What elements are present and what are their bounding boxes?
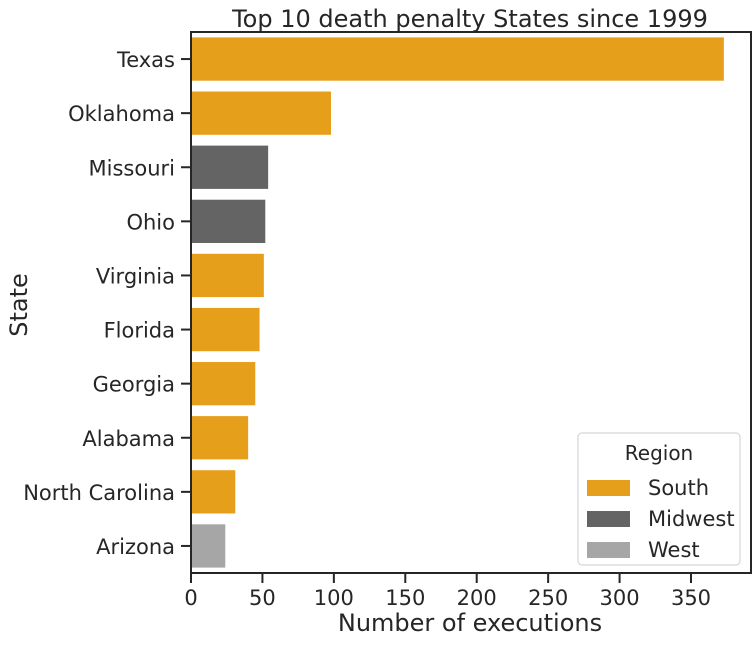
legend-swatch-west bbox=[587, 542, 630, 558]
bar-arizona bbox=[191, 524, 226, 568]
bar-alabama bbox=[191, 416, 249, 460]
legend-box bbox=[577, 432, 741, 566]
x-tick-label: 50 bbox=[249, 586, 276, 610]
legend-label-west: West bbox=[648, 538, 700, 562]
bar-texas bbox=[191, 37, 724, 81]
x-tick-label: 300 bbox=[600, 586, 640, 610]
legend-swatch-midwest bbox=[587, 511, 630, 527]
bar-virginia bbox=[191, 253, 264, 298]
bar-georgia bbox=[191, 362, 256, 406]
x-tick-label: 350 bbox=[671, 586, 711, 610]
legend-swatch-south bbox=[587, 480, 630, 496]
bar-oklahoma bbox=[191, 91, 331, 135]
legend-label-midwest: Midwest bbox=[648, 507, 735, 531]
y-tick-label: Arizona bbox=[96, 535, 175, 559]
y-tick-label: Ohio bbox=[126, 210, 175, 234]
x-tick-label: 250 bbox=[528, 586, 568, 610]
x-tick-label: 0 bbox=[184, 586, 197, 610]
x-tick-label: 150 bbox=[385, 586, 425, 610]
plot-frame bbox=[190, 31, 752, 574]
bar-ohio bbox=[191, 199, 266, 243]
y-tick-label: Georgia bbox=[93, 373, 175, 397]
legend: Region South Midwest West bbox=[577, 432, 741, 566]
axes-layer: Texas Oklahoma Missouri Ohio Virginia Florida… bbox=[23, 31, 752, 610]
bar-north-carolina bbox=[191, 470, 236, 514]
y-tick-label: Oklahoma bbox=[68, 102, 175, 126]
legend-label-south: South bbox=[648, 476, 709, 500]
y-tick-label: Virginia bbox=[96, 264, 175, 288]
legend-title: Region bbox=[625, 441, 693, 465]
y-tick-label: Florida bbox=[104, 319, 175, 343]
chart-title: Top 10 death penalty States since 1999 bbox=[231, 5, 708, 33]
x-tick-label: 100 bbox=[314, 586, 354, 610]
y-tick-label: Alabama bbox=[82, 427, 175, 451]
bar-florida bbox=[191, 307, 260, 352]
x-axis-label: Number of executions bbox=[338, 609, 602, 637]
y-tick-label: North Carolina bbox=[23, 481, 175, 505]
y-axis-label: State bbox=[5, 273, 33, 337]
y-tick-label: Missouri bbox=[89, 156, 175, 180]
y-tick-label: Texas bbox=[116, 48, 175, 72]
bars-layer bbox=[191, 37, 724, 568]
bar-missouri bbox=[191, 145, 269, 189]
x-tick-label: 200 bbox=[457, 586, 497, 610]
